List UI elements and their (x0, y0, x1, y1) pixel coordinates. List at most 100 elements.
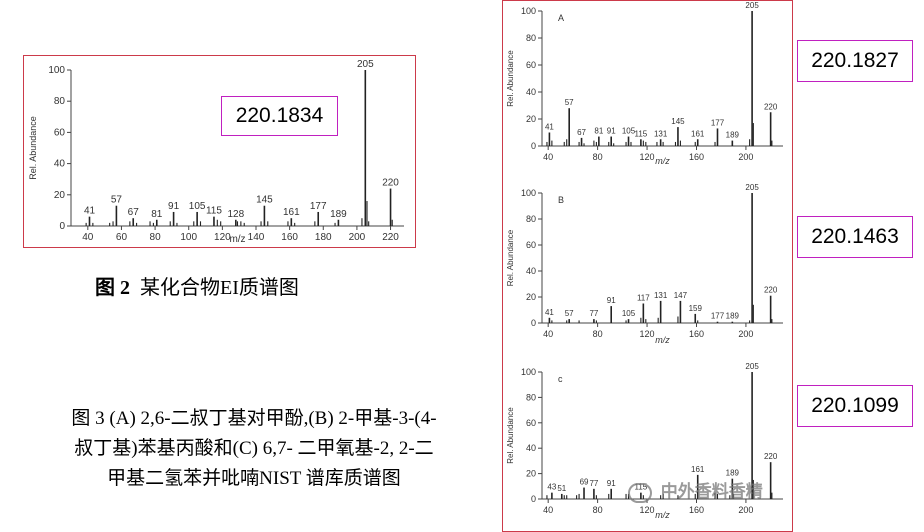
y-tick-label: 40 (526, 266, 536, 276)
peak-label: 205 (357, 59, 374, 70)
y-axis-title: Rel. Abundance (506, 50, 515, 107)
y-tick-label: 60 (54, 127, 66, 138)
spectrum-a-value-label: 220.1827 (797, 40, 913, 82)
y-tick-label: 20 (54, 190, 66, 201)
x-axis-title: m/z (655, 156, 670, 166)
peak-label: 91 (607, 296, 616, 305)
peak-label: 91 (607, 479, 616, 488)
peak-label: 177 (711, 312, 725, 321)
peak-label: 161 (691, 129, 705, 138)
y-tick-label: 80 (526, 33, 536, 43)
y-tick-label: 100 (521, 188, 536, 198)
y-tick-label: 80 (526, 214, 536, 224)
y-tick-label: 40 (526, 443, 536, 453)
peak-label: 161 (691, 465, 705, 474)
y-tick-label: 60 (526, 418, 536, 428)
x-tick-label: 80 (150, 232, 162, 243)
y-tick-label: 0 (531, 318, 536, 328)
x-tick-label: 160 (689, 152, 704, 162)
peak-label: 177 (711, 118, 725, 127)
x-axis-title: m/z (655, 510, 670, 520)
y-tick-label: 100 (48, 65, 65, 76)
peak-label: 69 (580, 478, 589, 487)
x-tick-label: 120 (214, 232, 231, 243)
peak-label: 77 (589, 479, 598, 488)
x-tick-label: 200 (738, 152, 753, 162)
peak-label: 161 (283, 207, 300, 218)
wechat-icon (628, 482, 652, 503)
x-tick-label: 100 (180, 232, 197, 243)
peak-label: 147 (674, 291, 688, 300)
peak-label: 115 (634, 129, 647, 138)
spectrum-a: 0 20 40 60 80 100 40 80 120 160 200 41 57 67 81 91 105 11… (506, 1, 783, 166)
figure3-caption-line-1: 图 3 (A) 2,6-二叔丁基对甲酚,(B) 2-甲基-3-(4- (71, 408, 437, 429)
y-axis-title: Rel. Abundance (28, 116, 38, 180)
x-tick-label: 40 (82, 232, 94, 243)
figure3-chart-frame: 0 20 40 60 80 100 40 80 120 160 200 41 57 67 81 91 105 11… (502, 0, 793, 532)
peak-label: 189 (330, 209, 347, 220)
x-tick-label: 140 (248, 232, 265, 243)
y-axis-title: Rel. Abundance (506, 229, 515, 286)
peak-label: 220 (764, 286, 778, 295)
peak-label: 81 (151, 209, 163, 220)
peak-label: 189 (726, 312, 740, 321)
figure2-mass-spectrum: 0 20 40 60 80 100 40 60 80 100 120 140 160 180 200 220 4… (28, 59, 404, 245)
peak-label: 57 (565, 309, 574, 318)
peak-label: 145 (256, 195, 273, 206)
y-tick-label: 80 (54, 96, 66, 107)
x-tick-label: 200 (738, 505, 753, 515)
figure2-value-label: 220.1834 (221, 96, 338, 136)
x-tick-label: 180 (315, 232, 332, 243)
panel-label: B (558, 195, 564, 205)
peak-label: 205 (745, 362, 759, 371)
peak-label: 115 (634, 483, 647, 492)
x-tick-label: 40 (543, 329, 553, 339)
x-tick-label: 80 (593, 329, 603, 339)
y-tick-label: 0 (59, 221, 65, 232)
panel-label: A (558, 13, 564, 23)
x-tick-label: 160 (689, 505, 704, 515)
watermark-text: 中外香料香精 (660, 482, 763, 501)
peak-label: 77 (589, 309, 598, 318)
x-tick-label: 200 (349, 232, 366, 243)
y-tick-label: 20 (526, 469, 536, 479)
peak-label: 91 (168, 201, 180, 212)
y-tick-label: 20 (526, 292, 536, 302)
peak-label: 57 (111, 195, 123, 206)
x-tick-label: 160 (689, 329, 704, 339)
figure2-caption-text: 某化合物EI质谱图 (140, 277, 299, 299)
y-tick-label: 60 (526, 60, 536, 70)
peak-label: 220 (764, 452, 778, 461)
y-tick-label: 60 (526, 240, 536, 250)
x-tick-label: 200 (738, 329, 753, 339)
x-tick-label: 160 (281, 232, 298, 243)
y-tick-label: 20 (526, 114, 536, 124)
peak-label: 131 (654, 129, 668, 138)
peak-label: 51 (557, 484, 566, 493)
y-tick-label: 40 (54, 159, 66, 170)
watermark: 中外香料香精 (628, 477, 763, 503)
peak-label: 177 (310, 201, 327, 212)
peak-label: 105 (189, 201, 206, 212)
y-tick-label: 100 (521, 367, 536, 377)
x-tick-label: 80 (593, 505, 603, 515)
spectrum-c-value-label: 220.1099 (797, 385, 913, 427)
x-tick-label: 120 (640, 505, 655, 515)
y-tick-label: 100 (521, 6, 536, 16)
peak-label: 205 (745, 183, 759, 192)
figure2-caption: 图 2 某化合物EI质谱图 (95, 273, 395, 303)
peak-label: 67 (577, 128, 586, 137)
panel-label: c (558, 374, 563, 384)
peak-label: 57 (565, 98, 574, 107)
x-tick-label: 80 (593, 152, 603, 162)
x-tick-label: 220 (382, 232, 399, 243)
figure3-caption: 图 3 (A) 2,6-二叔丁基对甲酚,(B) 2-甲基-3-(4- 叔丁基)苯… (14, 404, 494, 494)
peak-label: 189 (726, 469, 740, 478)
y-axis-title: Rel. Abundance (506, 407, 515, 464)
peak-label: 115 (206, 206, 222, 217)
peak-label: 128 (227, 209, 244, 220)
peak-label: 189 (726, 131, 740, 140)
figure3-caption-line-2: 叔丁基)苯基丙酸和(C) 6,7- 二甲氧基-2, 2-二 (74, 438, 434, 459)
x-axis-title: m/z (229, 234, 245, 245)
